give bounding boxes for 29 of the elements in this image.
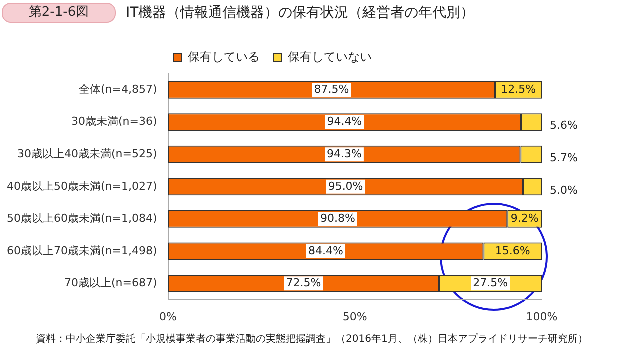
text: 84.4% xyxy=(308,244,344,258)
text: 90.8% xyxy=(320,212,356,226)
y-tick-label: 70歳以上(n=687) xyxy=(64,276,158,290)
x-tick-label: 0% xyxy=(160,310,177,324)
x-tick-label: 50% xyxy=(342,310,368,324)
text: 94.3% xyxy=(327,148,362,160)
legend-label: 保有していない xyxy=(288,50,372,64)
text: 87.5% xyxy=(314,82,350,96)
text: 27.5% xyxy=(473,276,508,290)
y-tick-label: 40歳以上50歳未満(n=1,027) xyxy=(6,180,158,193)
text: 5.6% xyxy=(550,119,578,132)
text: 資料：中小企業庁委託「小規模事業者の事業活動の実態把握調査」（2016年1月、（株）日本アプライドリサーチ研究所） xyxy=(36,332,588,346)
legend-label: 保有している xyxy=(188,50,260,64)
y-tick-label: 全体(n=4,857) xyxy=(78,82,158,96)
text: 第2-1-6図 xyxy=(2,3,116,23)
text: 95.0% xyxy=(328,180,364,193)
y-tick-label: 50歳以上60歳未満(n=1,084) xyxy=(6,212,158,226)
text: 15.6% xyxy=(495,244,530,258)
y-tick-label: 30歳以上40歳未満(n=525) xyxy=(17,148,158,160)
text: 94.4% xyxy=(327,115,362,128)
text: 5.7% xyxy=(550,152,578,164)
y-tick-label: 60歳以上70歳未満(n=1,498) xyxy=(6,244,158,258)
y-tick-label: 30歳未満(n=36) xyxy=(71,115,158,128)
chart-title: IT機器（情報通信機器）の保有状況（経営者の年代別） xyxy=(126,4,475,22)
text: 9.2% xyxy=(510,212,539,226)
text: 5.0% xyxy=(550,184,578,197)
text: 72.5% xyxy=(286,276,322,290)
x-tick-label: 100% xyxy=(526,310,558,324)
text: 12.5% xyxy=(501,82,536,96)
